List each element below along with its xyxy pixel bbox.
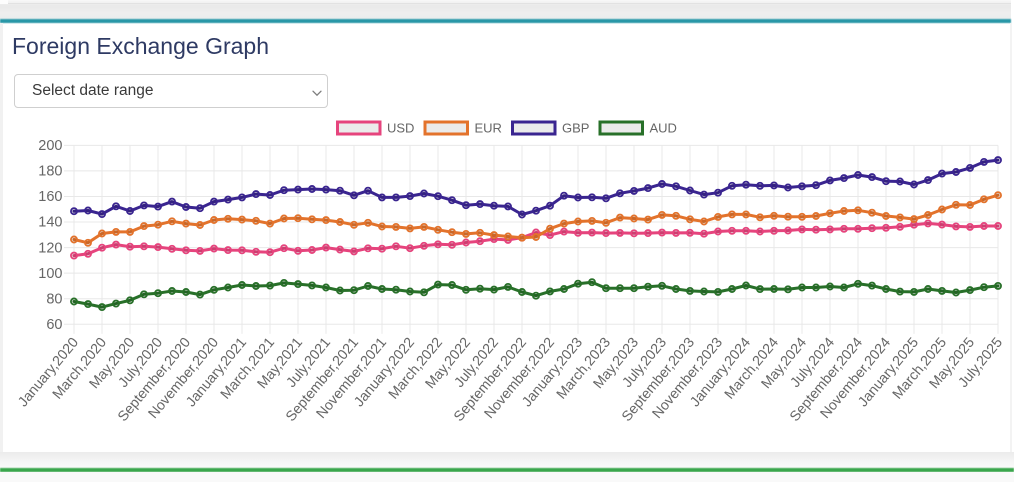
svg-text:180: 180 <box>38 164 62 180</box>
svg-text:60: 60 <box>46 317 62 333</box>
svg-text:160: 160 <box>38 189 62 205</box>
svg-text:USD: USD <box>387 121 414 136</box>
svg-text:80: 80 <box>46 291 62 307</box>
svg-text:120: 120 <box>38 240 62 256</box>
svg-text:GBP: GBP <box>562 121 589 136</box>
svg-text:AUD: AUD <box>650 121 677 136</box>
svg-text:EUR: EUR <box>475 121 502 136</box>
svg-text:100: 100 <box>38 266 62 282</box>
svg-text:200: 200 <box>38 138 62 154</box>
svg-text:140: 140 <box>38 215 62 231</box>
